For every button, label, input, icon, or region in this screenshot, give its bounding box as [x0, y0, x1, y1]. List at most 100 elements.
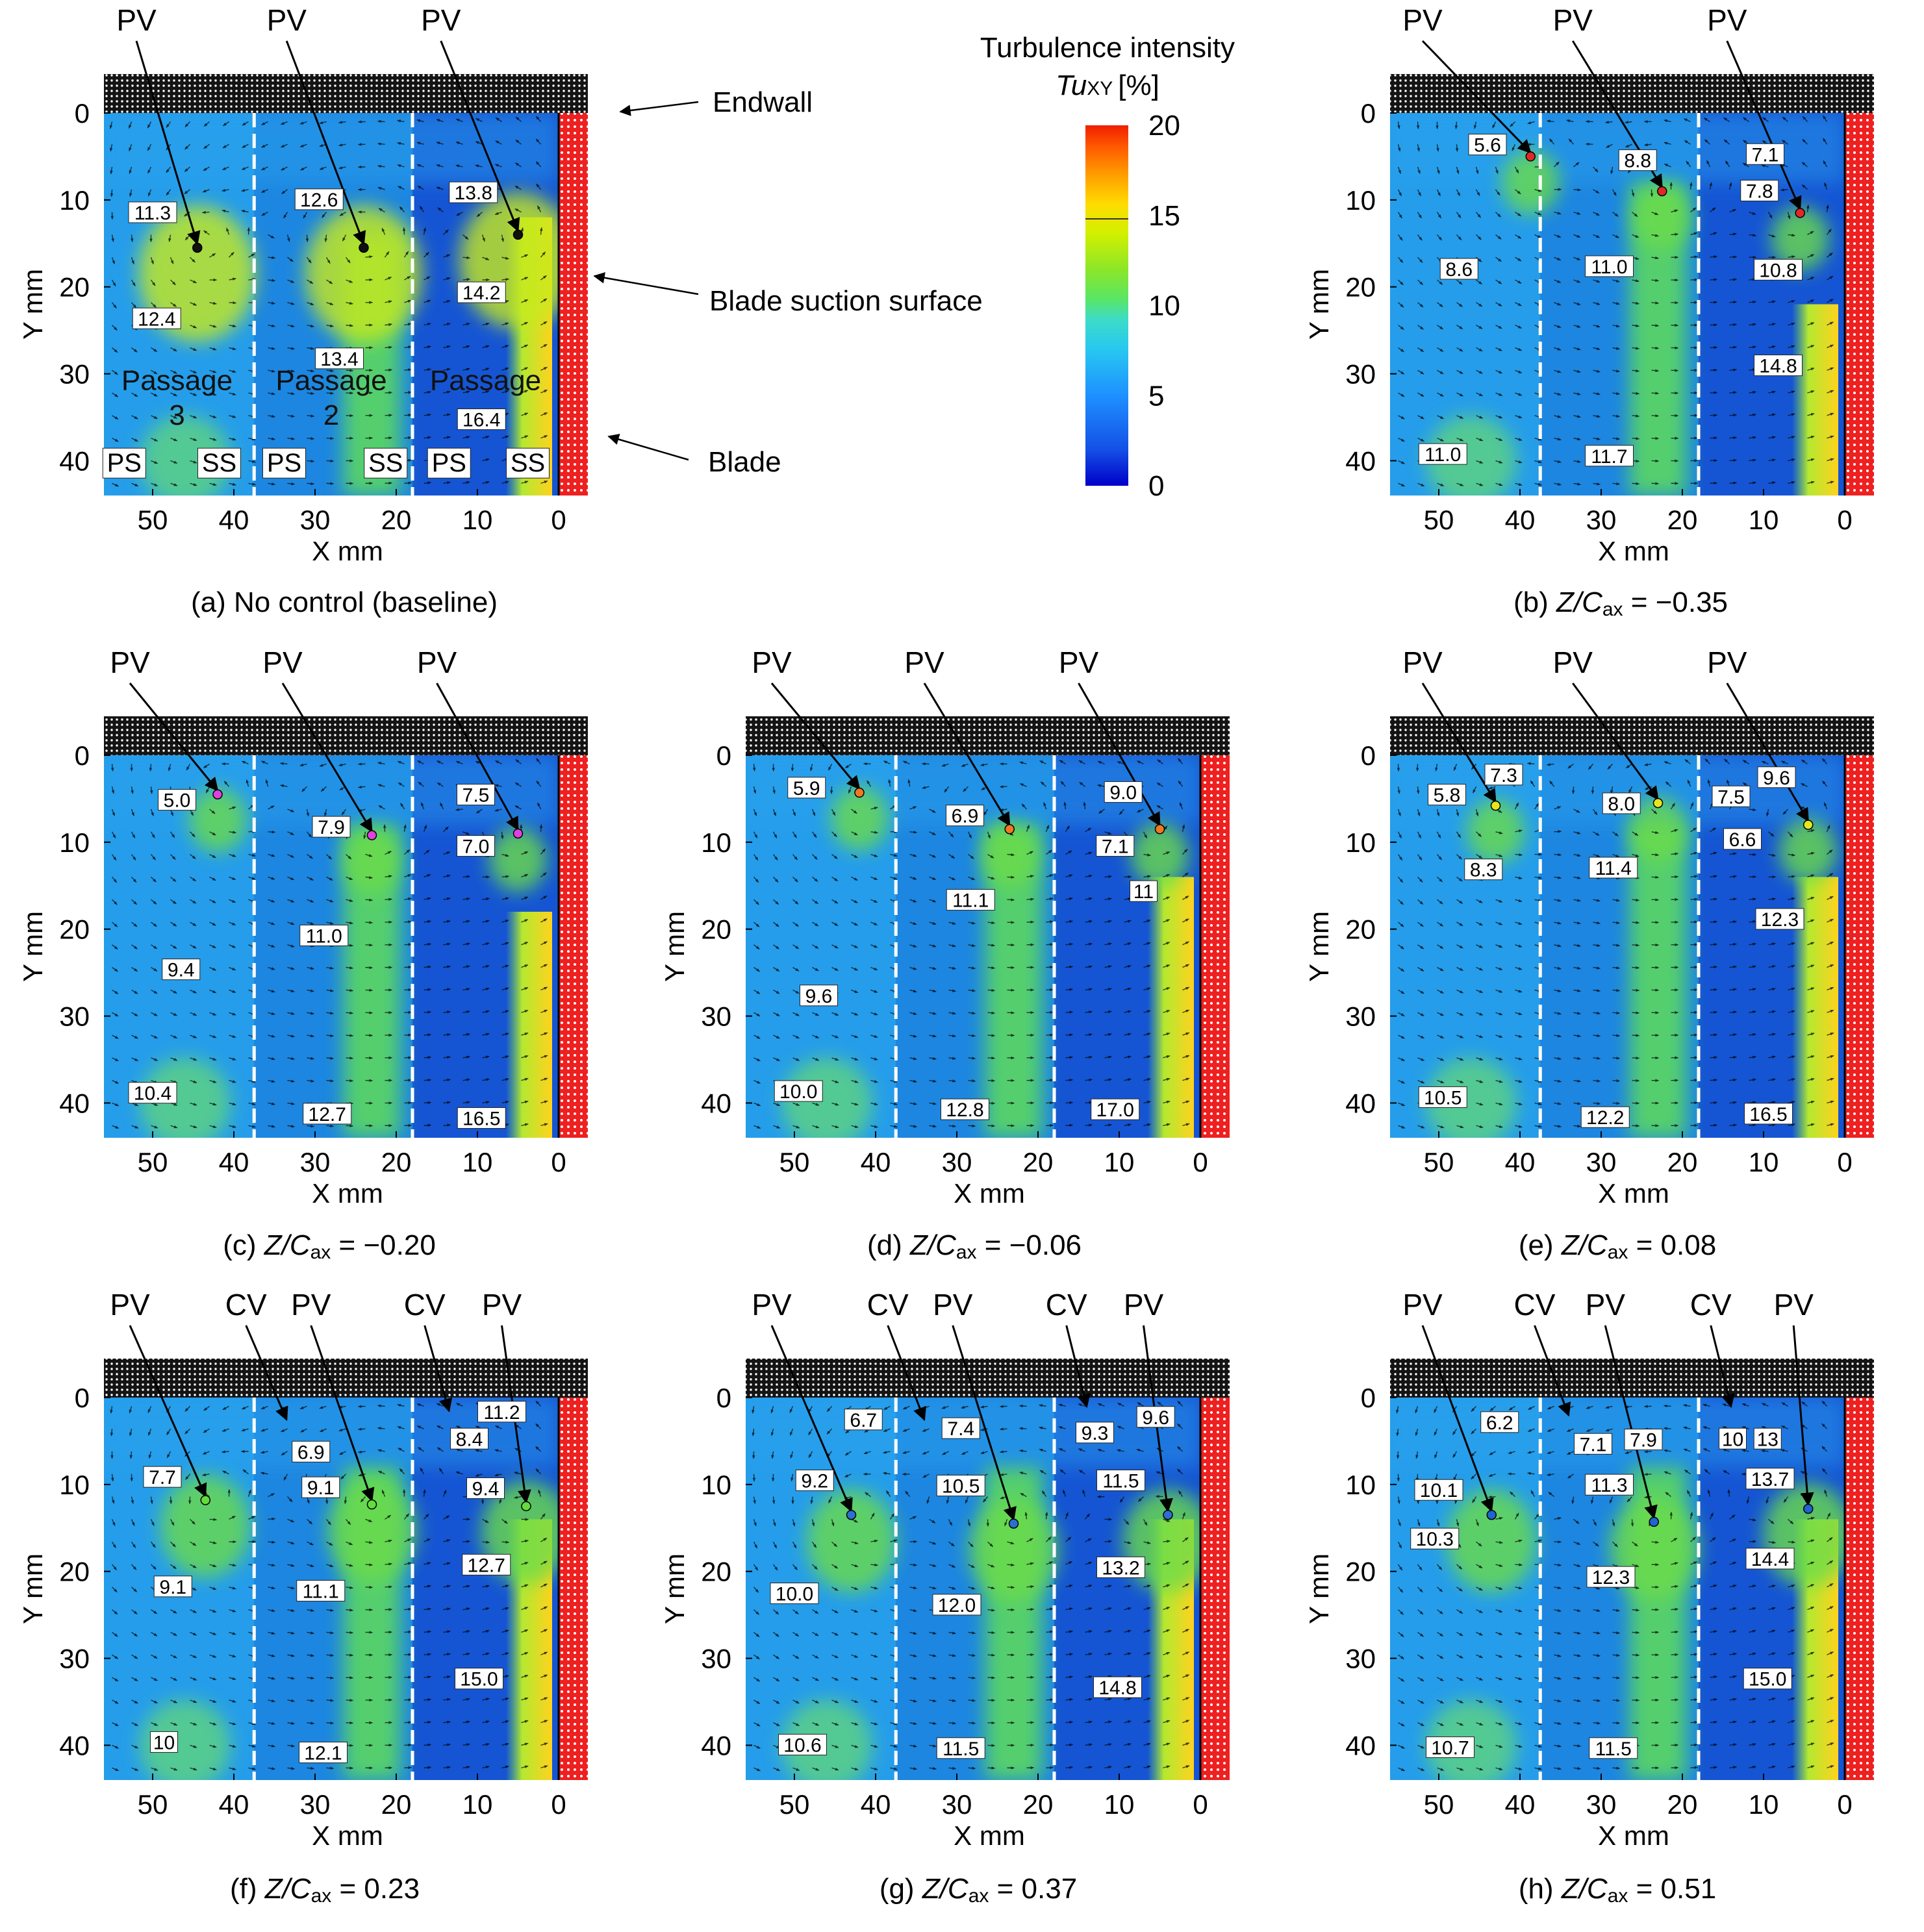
value-label: 11 [1133, 881, 1154, 903]
flow-vector [1729, 278, 1738, 281]
value-label: 10 [153, 1732, 175, 1753]
flow-vector [365, 1585, 373, 1589]
flow-vector [424, 276, 431, 281]
pv-label: PV [752, 1288, 792, 1322]
caption-z: Z/C [264, 1873, 312, 1905]
flow-vector [424, 413, 431, 417]
passage-label: Passage [430, 364, 541, 396]
flow-vector [462, 436, 470, 439]
flow-vector [307, 302, 314, 306]
flow-vector [131, 438, 138, 442]
flow-vector [1632, 1011, 1640, 1014]
y-tick-label: 20 [59, 914, 90, 945]
passage-label: 3 [169, 399, 184, 431]
vortex-core-marker [846, 1509, 857, 1520]
flow-vector [443, 254, 451, 258]
pv-label: PV [1774, 1288, 1814, 1322]
flow-vector [1632, 1056, 1640, 1060]
pv-label: PV [1402, 1288, 1443, 1322]
flow-vector [1155, 1495, 1163, 1498]
x-tick-label: 20 [1023, 1147, 1054, 1177]
panel-caption: (a) No control (baseline) [191, 586, 498, 618]
colorbar-subtitle: TuXY [%] [1056, 69, 1159, 101]
value-label: 9.6 [805, 986, 833, 1007]
flow-vector [287, 370, 295, 373]
flow-vector [436, 119, 444, 123]
flow-vector [1651, 921, 1660, 924]
flow-vector [222, 209, 229, 213]
x-tick-label: 30 [1586, 1147, 1617, 1177]
flow-vector [381, 227, 386, 235]
flow-vector [326, 324, 334, 327]
flow-vector [1632, 1631, 1640, 1635]
colorbar-tick-label: 20 [1148, 110, 1180, 142]
vortex-core-marker [521, 1501, 531, 1512]
flow-vector [326, 482, 335, 485]
value-label: 11.0 [306, 925, 342, 947]
flow-vector [346, 1631, 354, 1635]
endwall-strip [104, 74, 588, 113]
x-tick-label: 10 [462, 1789, 493, 1820]
flow-vector [540, 389, 548, 394]
vortex-blob [1771, 207, 1829, 271]
flow-vector [1007, 1585, 1015, 1589]
value-label: 10.0 [779, 1081, 817, 1103]
flow-vector [242, 121, 249, 126]
x-tick-label: 30 [300, 1147, 331, 1177]
value-label: 10 [1722, 1429, 1743, 1450]
y-tick-label: 10 [1345, 1470, 1376, 1500]
flow-vector [987, 1721, 996, 1725]
flow-vector [521, 277, 529, 281]
flow-vector [131, 257, 134, 265]
endwall-label: Endwall [713, 86, 813, 118]
flow-vector [1415, 764, 1419, 772]
flow-vector [346, 279, 353, 283]
flow-vector [404, 323, 412, 326]
value-label: 14.8 [1759, 356, 1797, 377]
endwall-strip [104, 1359, 588, 1398]
flow-vector [268, 392, 275, 395]
flow-vector [229, 392, 236, 395]
flow-vector [443, 277, 451, 281]
x-tick-label: 0 [1193, 1147, 1208, 1177]
flow-vector [287, 347, 295, 350]
caption-z: Z/C [264, 1229, 311, 1261]
flow-vector [1398, 302, 1404, 308]
flow-vector [514, 208, 522, 213]
side-label-box [197, 447, 241, 479]
y-tick-label: 30 [59, 359, 90, 390]
flow-vector [1398, 438, 1405, 442]
value-label: 11.7 [1591, 446, 1627, 468]
suction-strip [505, 911, 552, 1138]
flow-vector [190, 437, 197, 442]
flow-vector [110, 166, 113, 175]
pv-label: PV [1707, 3, 1747, 37]
blade-strip [559, 1398, 588, 1780]
flow-vector [424, 345, 431, 349]
colorbar-tick-label: 10 [1148, 290, 1180, 322]
flow-vector [462, 368, 470, 371]
flow-vector [443, 390, 451, 394]
x-tick-label: 40 [219, 1147, 249, 1177]
value-label: 17.0 [1096, 1099, 1134, 1121]
flow-vector [1417, 166, 1421, 174]
cv-label: CV [1046, 1288, 1087, 1322]
flow-vector [1632, 482, 1640, 486]
y-tick-label: 10 [701, 827, 731, 858]
flow-vector [322, 212, 327, 218]
flow-vector [537, 205, 542, 212]
flow-vector [752, 1474, 756, 1482]
flow-vector [1397, 121, 1400, 129]
endwall-strip [746, 716, 1230, 755]
flow-vector [170, 347, 177, 352]
flow-vector [268, 437, 275, 440]
flow-vector [1632, 1676, 1640, 1679]
value-label: 7.5 [462, 785, 490, 807]
panel-d: 50 40 30 20 10 0 0 10 20 30 40 X mm Y mm PV PV PV 5.9 9.6… [659, 646, 1230, 1263]
flow-vector [1690, 1056, 1699, 1059]
x-tick-label: 10 [1104, 1147, 1135, 1177]
value-label: 7.1 [1580, 1434, 1607, 1455]
flow-vector [268, 279, 275, 282]
y-tick-label: 20 [1345, 914, 1376, 945]
y-tick-label: 0 [75, 98, 90, 129]
